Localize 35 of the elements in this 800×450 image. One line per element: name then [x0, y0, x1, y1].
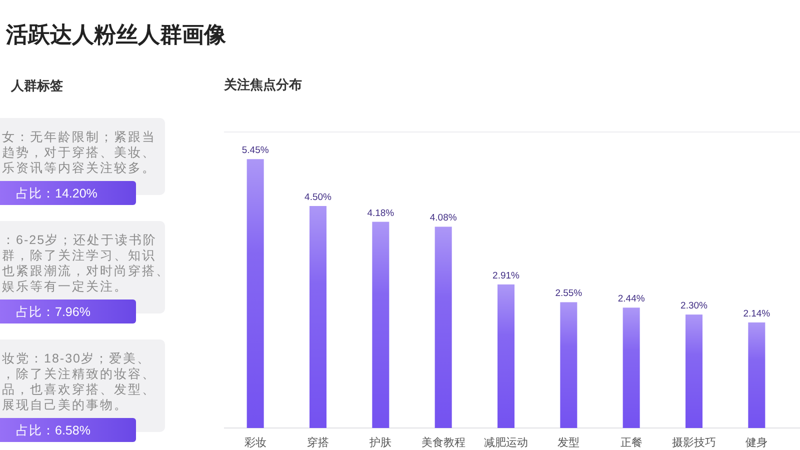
data-label: 2.91% [492, 270, 520, 282]
x-tick-label: 减肥运动 [484, 437, 528, 449]
card-text: 品，也喜欢穿搭、发型、 [2, 382, 156, 396]
card-text: 群，除了关注学习、知识 [2, 248, 156, 262]
x-tick-label: 穿搭 [307, 437, 329, 449]
card-text: ：6-25岁；还处于读书阶 [2, 233, 158, 247]
data-label: 5.45% [242, 145, 269, 156]
x-tick-label: 健身 [746, 437, 768, 449]
card-text: 娱乐等有一定关注。 [2, 280, 128, 294]
data-label: 2.30% [680, 300, 708, 312]
x-tick-label: 发型 [558, 437, 580, 449]
card-text: 也紧跟潮流，对时尚穿搭、 [2, 264, 170, 278]
x-tick-label: 美食教程 [421, 437, 466, 449]
card-share: 占比：6.58% [16, 424, 90, 438]
card-text: 妆党：18-30岁；爱美、 [2, 352, 151, 366]
card-text: 展现自己美的事物。 [2, 398, 128, 412]
data-label: 4.08% [430, 212, 457, 224]
title: 活跃达人粉丝人群画像 [6, 22, 226, 47]
x-tick-label: 护肤 [370, 437, 392, 449]
data-label: 2.55% [555, 288, 582, 300]
card-share: 占比：7.96% [16, 305, 90, 319]
data-label: 2.44% [618, 294, 645, 305]
card-share: 占比：14.20% [16, 186, 98, 200]
subtitle: 人群标签 [11, 78, 63, 93]
card-text: 趋势，对于穿搭、美妆、 [2, 146, 156, 160]
card-text: 乐资讯等内容关注较多。 [2, 161, 156, 175]
x-tick-label: 摄影技巧 [672, 437, 716, 449]
chart-title: 关注焦点分布 [224, 77, 302, 92]
x-tick-label: 彩妆 [244, 437, 266, 449]
x-tick-label: 正餐 [620, 437, 642, 449]
card-text: 女：无年龄限制；紧跟当 [2, 130, 156, 144]
data-label: 4.50% [304, 192, 332, 203]
card-text: ，除了关注精致的妆容、 [2, 367, 156, 381]
data-label: 2.14% [743, 308, 770, 320]
data-label: 4.18% [367, 208, 394, 219]
